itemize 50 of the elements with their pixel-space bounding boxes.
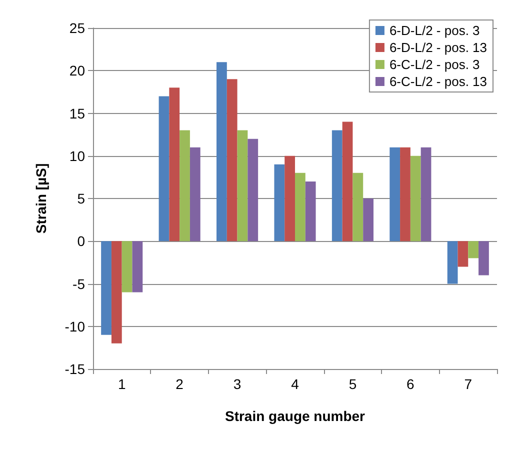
- x-axis-title: Strain gauge number: [224, 408, 366, 424]
- bar: [226, 79, 238, 242]
- bar: [274, 164, 285, 242]
- bar: [447, 241, 458, 284]
- bar: [478, 241, 489, 276]
- y-tick-label: -5: [72, 276, 86, 292]
- bar: [390, 147, 400, 242]
- y-tick-label: 0: [77, 233, 86, 250]
- y-tick-label: -15: [64, 361, 86, 377]
- x-tick-label: 1: [118, 376, 126, 392]
- bar: [420, 147, 432, 242]
- bar: [122, 241, 132, 292]
- bar: [468, 241, 479, 258]
- x-tick-label: 4: [291, 376, 300, 392]
- bar: [352, 172, 364, 242]
- x-tick-label: 7: [464, 376, 472, 392]
- y-axis-title: Strain [µS]: [33, 163, 49, 234]
- legend-label: 6-D-L/2 - pos. 3: [389, 23, 480, 38]
- bar: [342, 122, 353, 242]
- bar: [458, 241, 468, 267]
- legend-label: 6-C-L/2 - pos. 13: [389, 74, 487, 89]
- y-tick-label: 10: [69, 148, 86, 164]
- bar: [248, 138, 258, 242]
- y-tick-label: 20: [69, 62, 86, 79]
- y-tick-label: 15: [69, 105, 86, 122]
- legend-label: 6-D-L/2 - pos. 13: [389, 40, 487, 55]
- bar: [216, 62, 227, 242]
- bar: [363, 198, 374, 242]
- bar: [305, 181, 316, 242]
- bar: [132, 241, 143, 292]
- bar: [400, 147, 410, 242]
- bar: [332, 130, 342, 242]
- bar: [111, 241, 122, 344]
- bar: [295, 172, 306, 242]
- x-tick-label: 6: [406, 376, 415, 392]
- x-tick-label: 2: [176, 376, 184, 392]
- y-tick-label: -10: [64, 318, 86, 334]
- legend-label: 6-C-L/2 - pos. 3: [389, 57, 480, 72]
- bar: [237, 130, 248, 242]
- y-tick-label: 5: [77, 190, 86, 206]
- x-tick-label: 5: [348, 376, 357, 392]
- y-tick-label: 25: [69, 20, 86, 36]
- bar: [190, 147, 200, 242]
- bar: [158, 96, 170, 242]
- bar: [284, 156, 295, 242]
- x-tick-label: 3: [233, 376, 242, 392]
- bar: [169, 88, 180, 242]
- bar: [180, 130, 190, 242]
- bar: [410, 156, 421, 242]
- bar: [101, 241, 112, 335]
